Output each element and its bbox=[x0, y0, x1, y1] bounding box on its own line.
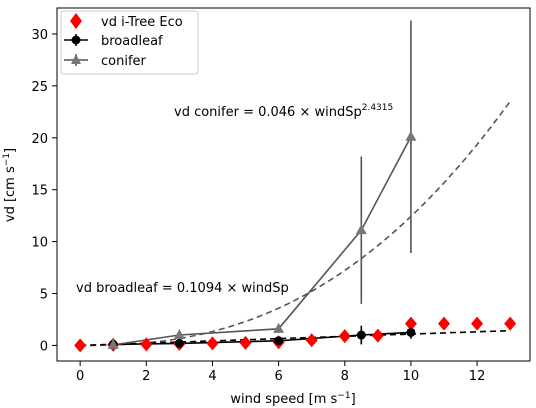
y-tick-label: 20 bbox=[31, 132, 48, 147]
y-tick-label: 25 bbox=[31, 80, 48, 95]
data-series bbox=[74, 20, 517, 353]
x-tick-label: 10 bbox=[403, 369, 420, 384]
y-tick-label: 5 bbox=[40, 288, 48, 303]
point-conifer bbox=[273, 322, 285, 333]
fit-label-conifer: vd conifer = 0.046 × windSp2.4315 bbox=[174, 103, 393, 120]
point-vd i-Tree Eco bbox=[140, 337, 153, 352]
legend-label-itree: vd i-Tree Eco bbox=[101, 15, 183, 30]
legend-marker-broadleaf bbox=[71, 35, 81, 45]
y-tick-label: 15 bbox=[31, 184, 48, 199]
legend-label-broadleaf: broadleaf bbox=[101, 34, 163, 49]
x-tick-label: 2 bbox=[142, 369, 150, 384]
point-vd i-Tree Eco bbox=[404, 316, 417, 331]
point-vd i-Tree Eco bbox=[471, 316, 484, 331]
point-conifer bbox=[173, 329, 185, 340]
y-tick-label: 30 bbox=[31, 28, 48, 43]
fit-label-broadleaf: vd broadleaf = 0.1094 × windSp bbox=[76, 281, 289, 296]
y-tick-label: 0 bbox=[40, 339, 48, 354]
point-vd i-Tree Eco bbox=[305, 333, 318, 348]
x-tick-label: 6 bbox=[274, 369, 282, 384]
point-vd i-Tree Eco bbox=[438, 316, 450, 331]
x-tick-label: 12 bbox=[469, 369, 486, 384]
point-conifer bbox=[405, 130, 417, 141]
x-tick-label: 4 bbox=[208, 369, 216, 384]
point-vd i-Tree Eco bbox=[371, 328, 384, 343]
point-vd i-Tree Eco bbox=[338, 329, 351, 344]
point-broadleaf bbox=[274, 336, 284, 346]
point-broadleaf bbox=[174, 338, 184, 348]
y-axis-label: vd [cm s−1] bbox=[2, 148, 18, 222]
point-conifer bbox=[355, 224, 367, 235]
x-tick-label: 8 bbox=[341, 369, 349, 384]
point-vd i-Tree Eco bbox=[206, 336, 219, 351]
point-broadleaf bbox=[406, 327, 416, 337]
legend-box bbox=[60, 10, 199, 75]
fit-curves bbox=[80, 100, 511, 347]
legend-marker-conifer bbox=[71, 54, 81, 64]
point-vd i-Tree Eco bbox=[239, 335, 252, 350]
legend-label-conifer: conifer bbox=[101, 54, 147, 69]
fit-curve-1 bbox=[80, 329, 511, 347]
y-axis: 0 5 10 15 20 25 30 bbox=[31, 28, 57, 354]
legend-marker-itree bbox=[70, 13, 82, 29]
legend: vd i-Tree Eco broadleaf conifer bbox=[60, 10, 199, 75]
x-tick-label: 0 bbox=[76, 369, 84, 384]
point-vd i-Tree Eco bbox=[504, 316, 517, 331]
point-vd i-Tree Eco bbox=[74, 338, 87, 353]
point-broadleaf bbox=[356, 330, 366, 340]
point-conifer bbox=[107, 338, 119, 349]
x-axis: 0 2 4 6 8 10 12 bbox=[76, 361, 485, 384]
y-tick-label: 10 bbox=[31, 236, 48, 251]
x-axis-label: wind speed [m s−1] bbox=[230, 391, 355, 407]
